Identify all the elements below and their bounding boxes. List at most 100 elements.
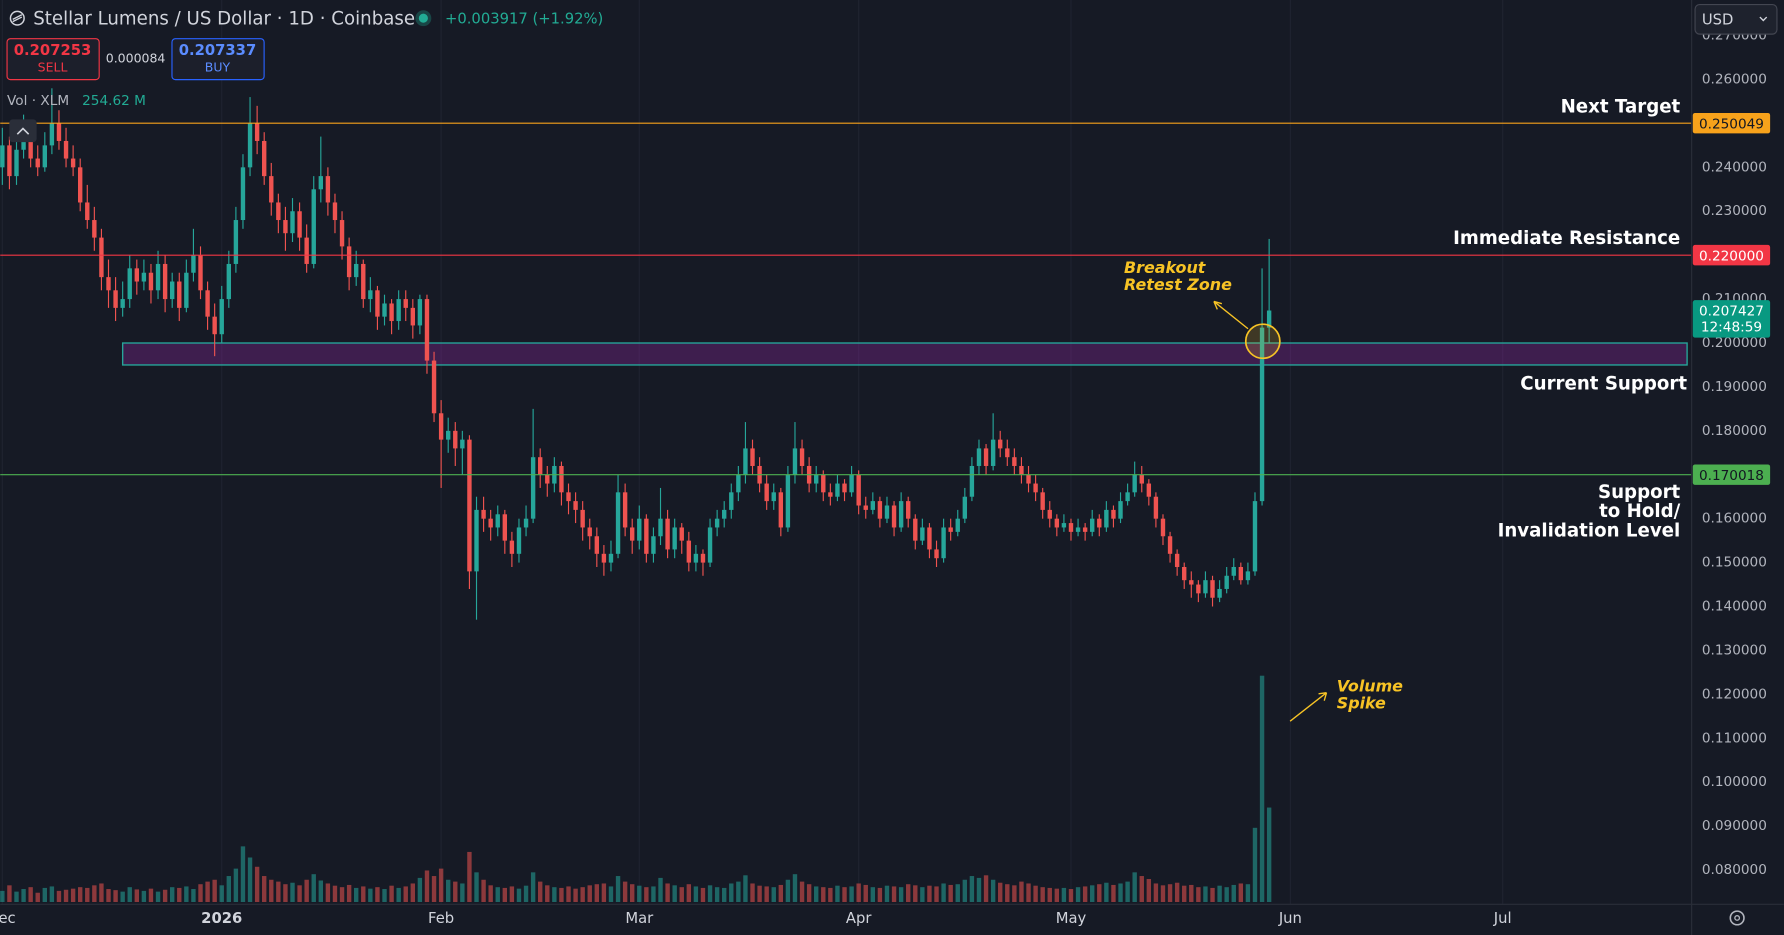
annotation: Spike xyxy=(1337,694,1386,713)
candle-body xyxy=(283,220,288,234)
candle-body xyxy=(141,272,147,282)
candle-body xyxy=(1097,518,1102,528)
volume-bar xyxy=(1090,885,1095,903)
volume-bar xyxy=(42,887,48,903)
candle-body xyxy=(1259,327,1265,502)
candle-body xyxy=(1026,474,1031,484)
volume-bar xyxy=(1047,887,1052,903)
x-tick-label: Feb xyxy=(428,910,454,927)
volume-bar xyxy=(665,883,670,903)
volume-bar xyxy=(304,879,309,903)
candle-body xyxy=(814,474,819,484)
settings-icon[interactable] xyxy=(1734,914,1741,921)
volume-bar xyxy=(1146,879,1152,903)
volume-bar xyxy=(417,877,423,903)
candle-body xyxy=(254,123,260,141)
candle-body xyxy=(219,299,224,335)
volume-bar xyxy=(7,885,12,903)
level-name: to Hold/ xyxy=(1599,501,1680,522)
candle-body xyxy=(1075,527,1081,532)
candle-body xyxy=(134,268,140,282)
price-change: +0.003917 (+1.92%) xyxy=(445,10,603,27)
volume-bar xyxy=(276,881,281,903)
candle-body xyxy=(906,501,911,519)
candle-body xyxy=(955,518,960,532)
candle-body xyxy=(1217,588,1222,598)
volume-bar xyxy=(346,884,352,903)
buy-button[interactable]: 0.207337 BUY xyxy=(171,38,265,81)
level-name: Invalidation Level xyxy=(1498,521,1681,542)
candle-body xyxy=(615,492,621,554)
volume-bar xyxy=(403,886,408,903)
volume-bar xyxy=(63,889,69,903)
candle-body xyxy=(891,505,897,528)
volume-bar xyxy=(1033,885,1038,903)
candle-body xyxy=(99,237,104,278)
candle-body xyxy=(0,145,5,168)
volume-bar xyxy=(85,887,90,903)
candle-body xyxy=(1068,523,1074,532)
sell-label[interactable]: SELL xyxy=(38,60,68,75)
volume-bar xyxy=(269,879,274,903)
volume-bar xyxy=(799,881,805,903)
countdown: 12:48:59 xyxy=(1701,319,1762,335)
candle-body xyxy=(1061,523,1067,528)
candle-body xyxy=(835,483,840,497)
volume-bar xyxy=(587,885,592,903)
volume-bar xyxy=(332,885,338,903)
candle-body xyxy=(651,536,656,554)
volume-bar xyxy=(686,884,692,903)
volume-bar xyxy=(538,881,543,903)
volume-bar xyxy=(615,876,621,903)
currency-select[interactable] xyxy=(1694,3,1778,35)
currency[interactable]: USD xyxy=(1702,11,1734,28)
buy-box[interactable] xyxy=(171,38,265,81)
volume-bar xyxy=(1153,883,1159,903)
collapse-icon[interactable] xyxy=(16,127,30,135)
volume-bar xyxy=(488,885,493,903)
volume-bar xyxy=(707,885,713,903)
candle-body xyxy=(1252,501,1258,572)
volume-bar xyxy=(78,887,83,903)
candle-body xyxy=(594,536,600,554)
volume-bar xyxy=(948,884,953,903)
volume-bar xyxy=(736,881,741,903)
candle-body xyxy=(962,496,968,519)
candle-body xyxy=(502,514,508,541)
candle-body xyxy=(311,189,316,264)
candle-body xyxy=(516,527,522,554)
volume-bar xyxy=(184,886,189,903)
candle-body xyxy=(538,457,543,475)
candle-body xyxy=(481,509,486,519)
candle-body xyxy=(934,549,939,559)
candle-body xyxy=(821,474,826,493)
sell-box[interactable] xyxy=(6,38,100,81)
volume-bar xyxy=(170,887,175,903)
candle-body xyxy=(262,140,267,177)
volume-bar xyxy=(1125,881,1130,903)
candle-body xyxy=(983,448,989,466)
buy-label[interactable]: BUY xyxy=(205,60,231,75)
volume-bar xyxy=(212,879,217,903)
candle-body xyxy=(1033,483,1038,493)
volume-bar xyxy=(523,885,529,903)
sell-price[interactable]: 0.207253 xyxy=(14,42,92,59)
volume-bar xyxy=(714,887,720,903)
sell-button[interactable]: 0.207253 SELL xyxy=(6,38,100,81)
collapse-button[interactable] xyxy=(9,119,37,143)
settings-icon[interactable] xyxy=(1729,910,1745,926)
last-price-box xyxy=(1692,300,1771,338)
volume-bar xyxy=(162,889,168,903)
candle-body xyxy=(1082,527,1088,532)
volume-bar xyxy=(1132,872,1137,903)
candle-body xyxy=(35,158,40,168)
candle-body xyxy=(431,360,437,414)
volume-bar xyxy=(460,883,465,903)
volume-bar xyxy=(28,887,33,903)
candle-body xyxy=(672,527,677,550)
buy-price[interactable]: 0.207337 xyxy=(179,42,257,59)
volume-bar xyxy=(828,887,833,903)
volume-bar xyxy=(1005,884,1010,903)
y-tick-label: 0.180000 xyxy=(1702,423,1767,439)
dropdown-icon[interactable] xyxy=(1759,16,1768,22)
